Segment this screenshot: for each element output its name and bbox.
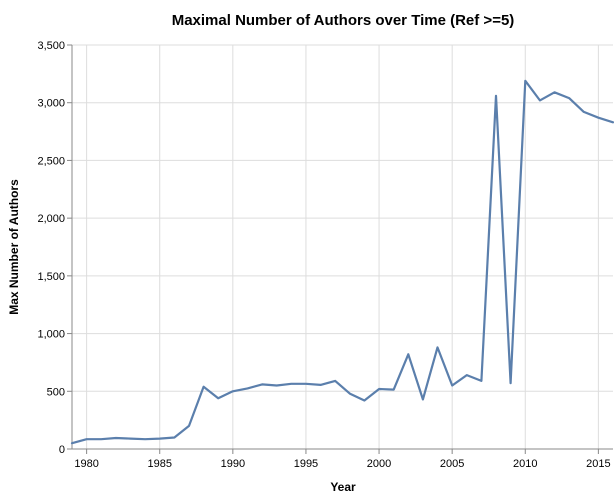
x-axis-title: Year: [330, 480, 356, 494]
grid: [72, 44, 613, 450]
axes: 0 500 1,000 1,500 2,000 2,500 3,000 3,500 1980 19…: [37, 40, 613, 470]
x-tick-label: 1980: [74, 458, 98, 470]
chart-title: Maximal Number of Authors over Time (Ref…: [172, 12, 515, 29]
series: [70, 79, 614, 445]
x-tick-label: 2010: [513, 458, 537, 470]
x-tick-label: 1985: [147, 458, 171, 470]
series-line: [70, 79, 614, 445]
y-tick-label: 3,500: [37, 40, 65, 52]
y-tick-label: 0: [59, 444, 65, 456]
y-tick-label: 1,500: [37, 271, 65, 283]
y-tick-label: 500: [47, 386, 65, 398]
y-tick-label: 1,000: [37, 329, 65, 341]
x-tick-label: 2000: [367, 458, 391, 470]
y-tick-label: 3,000: [37, 98, 65, 110]
y-tick-label: 2,000: [37, 213, 65, 225]
y-axis-title: Max Number of Authors: [7, 179, 21, 315]
x-tick-label: 2005: [440, 458, 464, 470]
x-tick-label: 1990: [221, 458, 245, 470]
x-tick-label: 1995: [294, 458, 318, 470]
x-tick-label: 2015: [586, 458, 610, 470]
y-tick-label: 2,500: [37, 155, 65, 167]
